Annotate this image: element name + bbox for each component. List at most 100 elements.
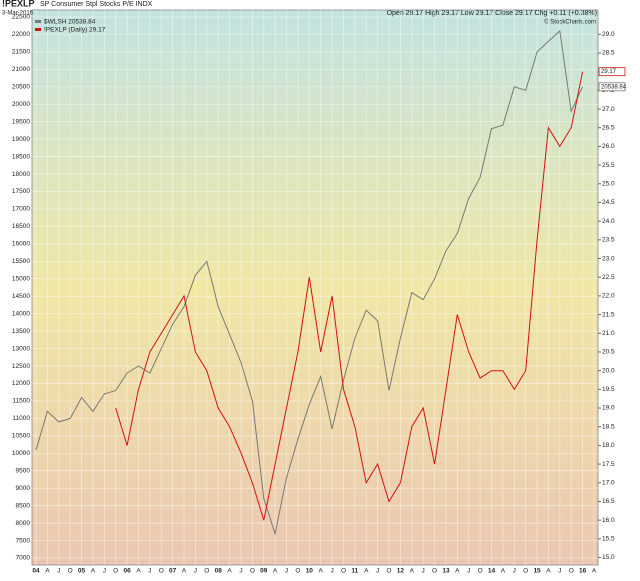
- last-value-tag: [598, 67, 626, 77]
- y2-tick-label: 16.0: [602, 517, 615, 524]
- x-tick-label: J: [330, 568, 333, 575]
- x-tick-label: J: [194, 568, 197, 575]
- y-tick-label: 18500: [12, 153, 30, 160]
- y2-tick-label: 17.0: [602, 479, 615, 486]
- y-tick-label: 7500: [16, 537, 31, 544]
- y2-tick-label: 22.5: [602, 274, 615, 281]
- x-tick-label: J: [513, 568, 516, 575]
- y-tick-label: 10500: [12, 433, 30, 440]
- x-tick-label: O: [341, 568, 346, 575]
- y-tick-label: 11500: [12, 398, 30, 405]
- y2-tick-label: 15.5: [602, 536, 615, 543]
- y2-tick-label: 22.0: [602, 293, 615, 300]
- y2-tick-label: 21.5: [602, 311, 615, 318]
- x-tick-label: O: [295, 568, 300, 575]
- y-tick-label: 12000: [12, 380, 30, 387]
- x-tick-label: J: [148, 568, 151, 575]
- y2-tick-label: 24.5: [602, 199, 615, 206]
- y2-tick-label: 23.5: [602, 237, 615, 244]
- x-tick-label: A: [45, 568, 50, 575]
- x-tick-label: J: [239, 568, 242, 575]
- credit: © StockCharts.com: [544, 19, 596, 26]
- x-tick-label: 12: [397, 568, 405, 575]
- x-tick-label: O: [386, 568, 391, 575]
- y2-tick-label: 18.5: [602, 423, 615, 430]
- plot-area: [31, 9, 599, 566]
- x-tick-label: A: [410, 568, 415, 575]
- x-tick-label: A: [592, 568, 597, 575]
- x-tick-label: A: [364, 568, 369, 575]
- y-tick-label: 22000: [12, 31, 30, 38]
- x-tick-label: J: [558, 568, 561, 575]
- x-tick-label: A: [227, 568, 232, 575]
- y-tick-label: 20000: [12, 101, 30, 108]
- y2-tick-label: 26.5: [602, 124, 615, 131]
- y2-tick-label: 17.5: [602, 461, 615, 468]
- x-tick-label: J: [422, 568, 425, 575]
- x-tick-label: 14: [488, 568, 496, 575]
- x-tick-label: O: [204, 568, 209, 575]
- legend-swatch: [35, 28, 41, 31]
- y-tick-label: 19000: [12, 136, 30, 143]
- x-tick-label: O: [523, 568, 528, 575]
- x-tick-label: J: [57, 568, 60, 575]
- x-tick-label: 06: [123, 568, 131, 575]
- x-tick-label: O: [159, 568, 164, 575]
- x-tick-label: A: [455, 568, 460, 575]
- y-tick-label: 21500: [12, 49, 30, 56]
- y2-tick-label: 29.0: [602, 31, 615, 38]
- date: 3-Mar-2016: [2, 11, 34, 17]
- x-tick-label: 04: [32, 568, 40, 575]
- x-tick-label: A: [91, 568, 96, 575]
- y2-tick-label: 19.5: [602, 386, 615, 393]
- y2-tick-label: 16.5: [602, 498, 615, 505]
- x-tick-label: 07: [169, 568, 177, 575]
- y2-tick-label: 15.0: [602, 554, 615, 561]
- x-tick-label: 16: [579, 568, 587, 575]
- y2-tick-label: 25.0: [602, 181, 615, 188]
- x-tick-label: A: [182, 568, 187, 575]
- last-value-label: 29.17: [601, 69, 617, 75]
- y2-tick-label: 19.0: [602, 405, 615, 412]
- x-tick-label: J: [103, 568, 106, 575]
- last-value-tag: [598, 82, 626, 92]
- x-tick-label: 09: [260, 568, 268, 575]
- x-tick-label: 11: [351, 568, 358, 575]
- x-tick-label: O: [478, 568, 483, 575]
- y2-tick-label: 18.0: [602, 442, 615, 449]
- legend-swatch: [35, 20, 41, 23]
- y-tick-label: 11000: [12, 415, 30, 422]
- x-tick-label: A: [273, 568, 278, 575]
- x-tick-label: 08: [215, 568, 223, 575]
- y-tick-label: 8500: [16, 502, 31, 509]
- y-tick-label: 13000: [12, 345, 30, 352]
- last-value-label: 20538.84: [601, 84, 627, 90]
- y-tick-label: 16500: [12, 223, 30, 230]
- y2-tick-label: 20.0: [602, 367, 615, 374]
- y-tick-label: 14500: [12, 293, 30, 300]
- x-tick-label: O: [113, 568, 118, 575]
- y2-tick-label: 21.0: [602, 330, 615, 337]
- y-tick-label: 17500: [12, 188, 30, 195]
- y2-tick-label: 26.0: [602, 143, 615, 150]
- x-tick-label: J: [285, 568, 288, 575]
- y-tick-label: 20500: [12, 84, 30, 91]
- x-tick-label: A: [546, 568, 551, 575]
- x-tick-label: 05: [78, 568, 86, 575]
- series-line: [35, 29, 584, 536]
- legend-label: $WLSH 20538.84: [44, 19, 96, 26]
- y2-tick-label: 24.0: [602, 218, 615, 225]
- y-tick-label: 19500: [12, 118, 30, 125]
- y-tick-label: 21000: [12, 66, 30, 73]
- y-tick-label: 18000: [12, 171, 30, 178]
- y-tick-label: 13500: [12, 328, 30, 335]
- y-tick-label: 9000: [16, 485, 31, 492]
- y-tick-label: 17000: [12, 206, 30, 213]
- y2-tick-label: 25.5: [602, 162, 615, 169]
- x-tick-label: 13: [442, 568, 450, 575]
- y-tick-label: 15000: [12, 275, 30, 282]
- x-tick-label: 10: [306, 568, 314, 575]
- y2-tick-label: 20.5: [602, 349, 615, 356]
- y2-tick-label: 27.0: [602, 106, 615, 113]
